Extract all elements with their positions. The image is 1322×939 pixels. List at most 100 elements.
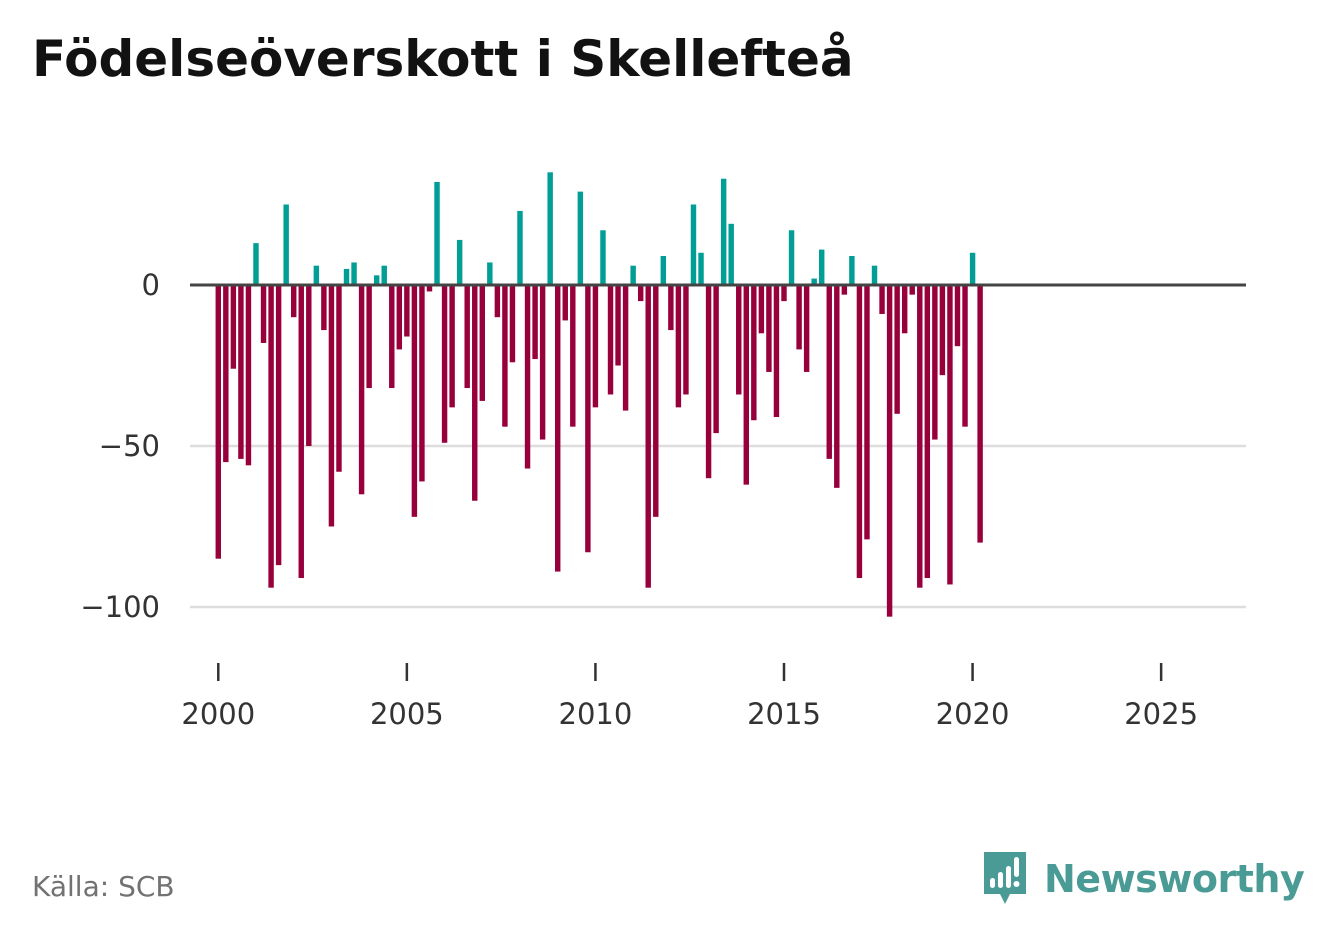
bar bbox=[622, 285, 629, 411]
bar bbox=[766, 285, 772, 372]
bars bbox=[215, 172, 983, 617]
bar bbox=[487, 262, 493, 285]
bar bbox=[245, 285, 252, 466]
bar bbox=[562, 285, 568, 321]
source-note: Källa: SCB bbox=[32, 870, 175, 903]
bar bbox=[253, 243, 259, 285]
bar bbox=[389, 285, 395, 389]
bar bbox=[954, 285, 961, 347]
bar bbox=[909, 285, 915, 295]
x-tick-label: 2010 bbox=[559, 697, 633, 731]
bar bbox=[539, 285, 546, 440]
bar bbox=[675, 285, 682, 408]
y-tick-label: −50 bbox=[99, 429, 160, 463]
bar bbox=[291, 285, 297, 318]
bar bbox=[894, 285, 900, 414]
x-tick-label: 2000 bbox=[181, 697, 255, 731]
y-tick-label: 0 bbox=[142, 268, 160, 302]
newsworthy-logo-icon bbox=[984, 852, 1026, 904]
bar bbox=[456, 239, 463, 285]
bar bbox=[607, 285, 614, 395]
x-tick-label: 2025 bbox=[1124, 697, 1198, 731]
bar bbox=[788, 230, 795, 285]
bar bbox=[306, 285, 312, 446]
bar bbox=[494, 285, 501, 318]
bar bbox=[932, 285, 938, 440]
bar bbox=[856, 285, 863, 579]
bar bbox=[969, 252, 976, 285]
bar bbox=[419, 285, 425, 482]
bar bbox=[736, 285, 742, 395]
bar bbox=[901, 285, 908, 334]
bar bbox=[660, 256, 667, 285]
x-tick-label: 2015 bbox=[747, 697, 821, 731]
bar bbox=[668, 285, 674, 331]
bar bbox=[343, 268, 350, 285]
bar bbox=[743, 285, 749, 485]
bar bbox=[962, 285, 968, 427]
bar bbox=[215, 285, 221, 559]
y-axis: 0 −50 −100 bbox=[80, 268, 160, 624]
bar bbox=[653, 285, 659, 517]
bar bbox=[585, 285, 591, 553]
bar bbox=[230, 285, 237, 369]
bar bbox=[373, 275, 380, 285]
bar bbox=[977, 285, 983, 543]
bar bbox=[396, 285, 403, 350]
bar bbox=[411, 285, 418, 517]
bar bbox=[328, 285, 335, 527]
brand-logo[interactable]: Newsworthy bbox=[980, 848, 1305, 910]
bar bbox=[449, 285, 455, 408]
bar bbox=[781, 285, 787, 302]
bar bbox=[275, 285, 282, 566]
bar bbox=[547, 172, 553, 285]
bar bbox=[834, 285, 840, 488]
bar bbox=[313, 265, 320, 285]
page-title: Födelseöverskott i Skellefteå bbox=[32, 30, 854, 88]
bar bbox=[238, 285, 244, 459]
bar bbox=[690, 204, 697, 285]
bar bbox=[570, 285, 576, 427]
bar bbox=[472, 285, 478, 501]
bar bbox=[917, 285, 923, 588]
bar bbox=[879, 285, 885, 314]
bar bbox=[268, 285, 274, 588]
bar bbox=[751, 285, 757, 421]
x-tick-label: 2020 bbox=[936, 697, 1010, 731]
bar bbox=[758, 285, 765, 334]
bar bbox=[728, 223, 734, 285]
bar bbox=[223, 285, 229, 463]
bar bbox=[698, 252, 704, 285]
grid-lines bbox=[190, 444, 1246, 609]
x-axis: 2000 2005 2010 2015 2020 2025 bbox=[181, 663, 1198, 731]
bar bbox=[615, 285, 621, 366]
bar bbox=[434, 181, 440, 285]
bar bbox=[841, 285, 848, 295]
bar bbox=[796, 285, 802, 350]
bar bbox=[479, 285, 485, 401]
x-tick-label: 2005 bbox=[370, 697, 444, 731]
bar bbox=[600, 230, 606, 285]
bar bbox=[886, 285, 893, 617]
bar bbox=[260, 285, 267, 343]
bar bbox=[592, 285, 599, 408]
bar bbox=[509, 285, 516, 363]
bar bbox=[924, 285, 931, 579]
bar bbox=[426, 285, 433, 292]
bar bbox=[321, 285, 327, 331]
y-tick-label: −100 bbox=[80, 590, 160, 624]
bar bbox=[819, 249, 825, 285]
bar bbox=[811, 278, 817, 285]
bar bbox=[871, 265, 878, 285]
bar bbox=[713, 285, 719, 434]
bar bbox=[803, 285, 810, 372]
bar bbox=[637, 285, 644, 302]
bar bbox=[826, 285, 832, 459]
bar bbox=[577, 191, 584, 285]
bar bbox=[705, 285, 712, 479]
bar bbox=[381, 265, 387, 285]
bar bbox=[336, 285, 342, 472]
bar bbox=[645, 285, 651, 588]
bar bbox=[773, 285, 780, 418]
